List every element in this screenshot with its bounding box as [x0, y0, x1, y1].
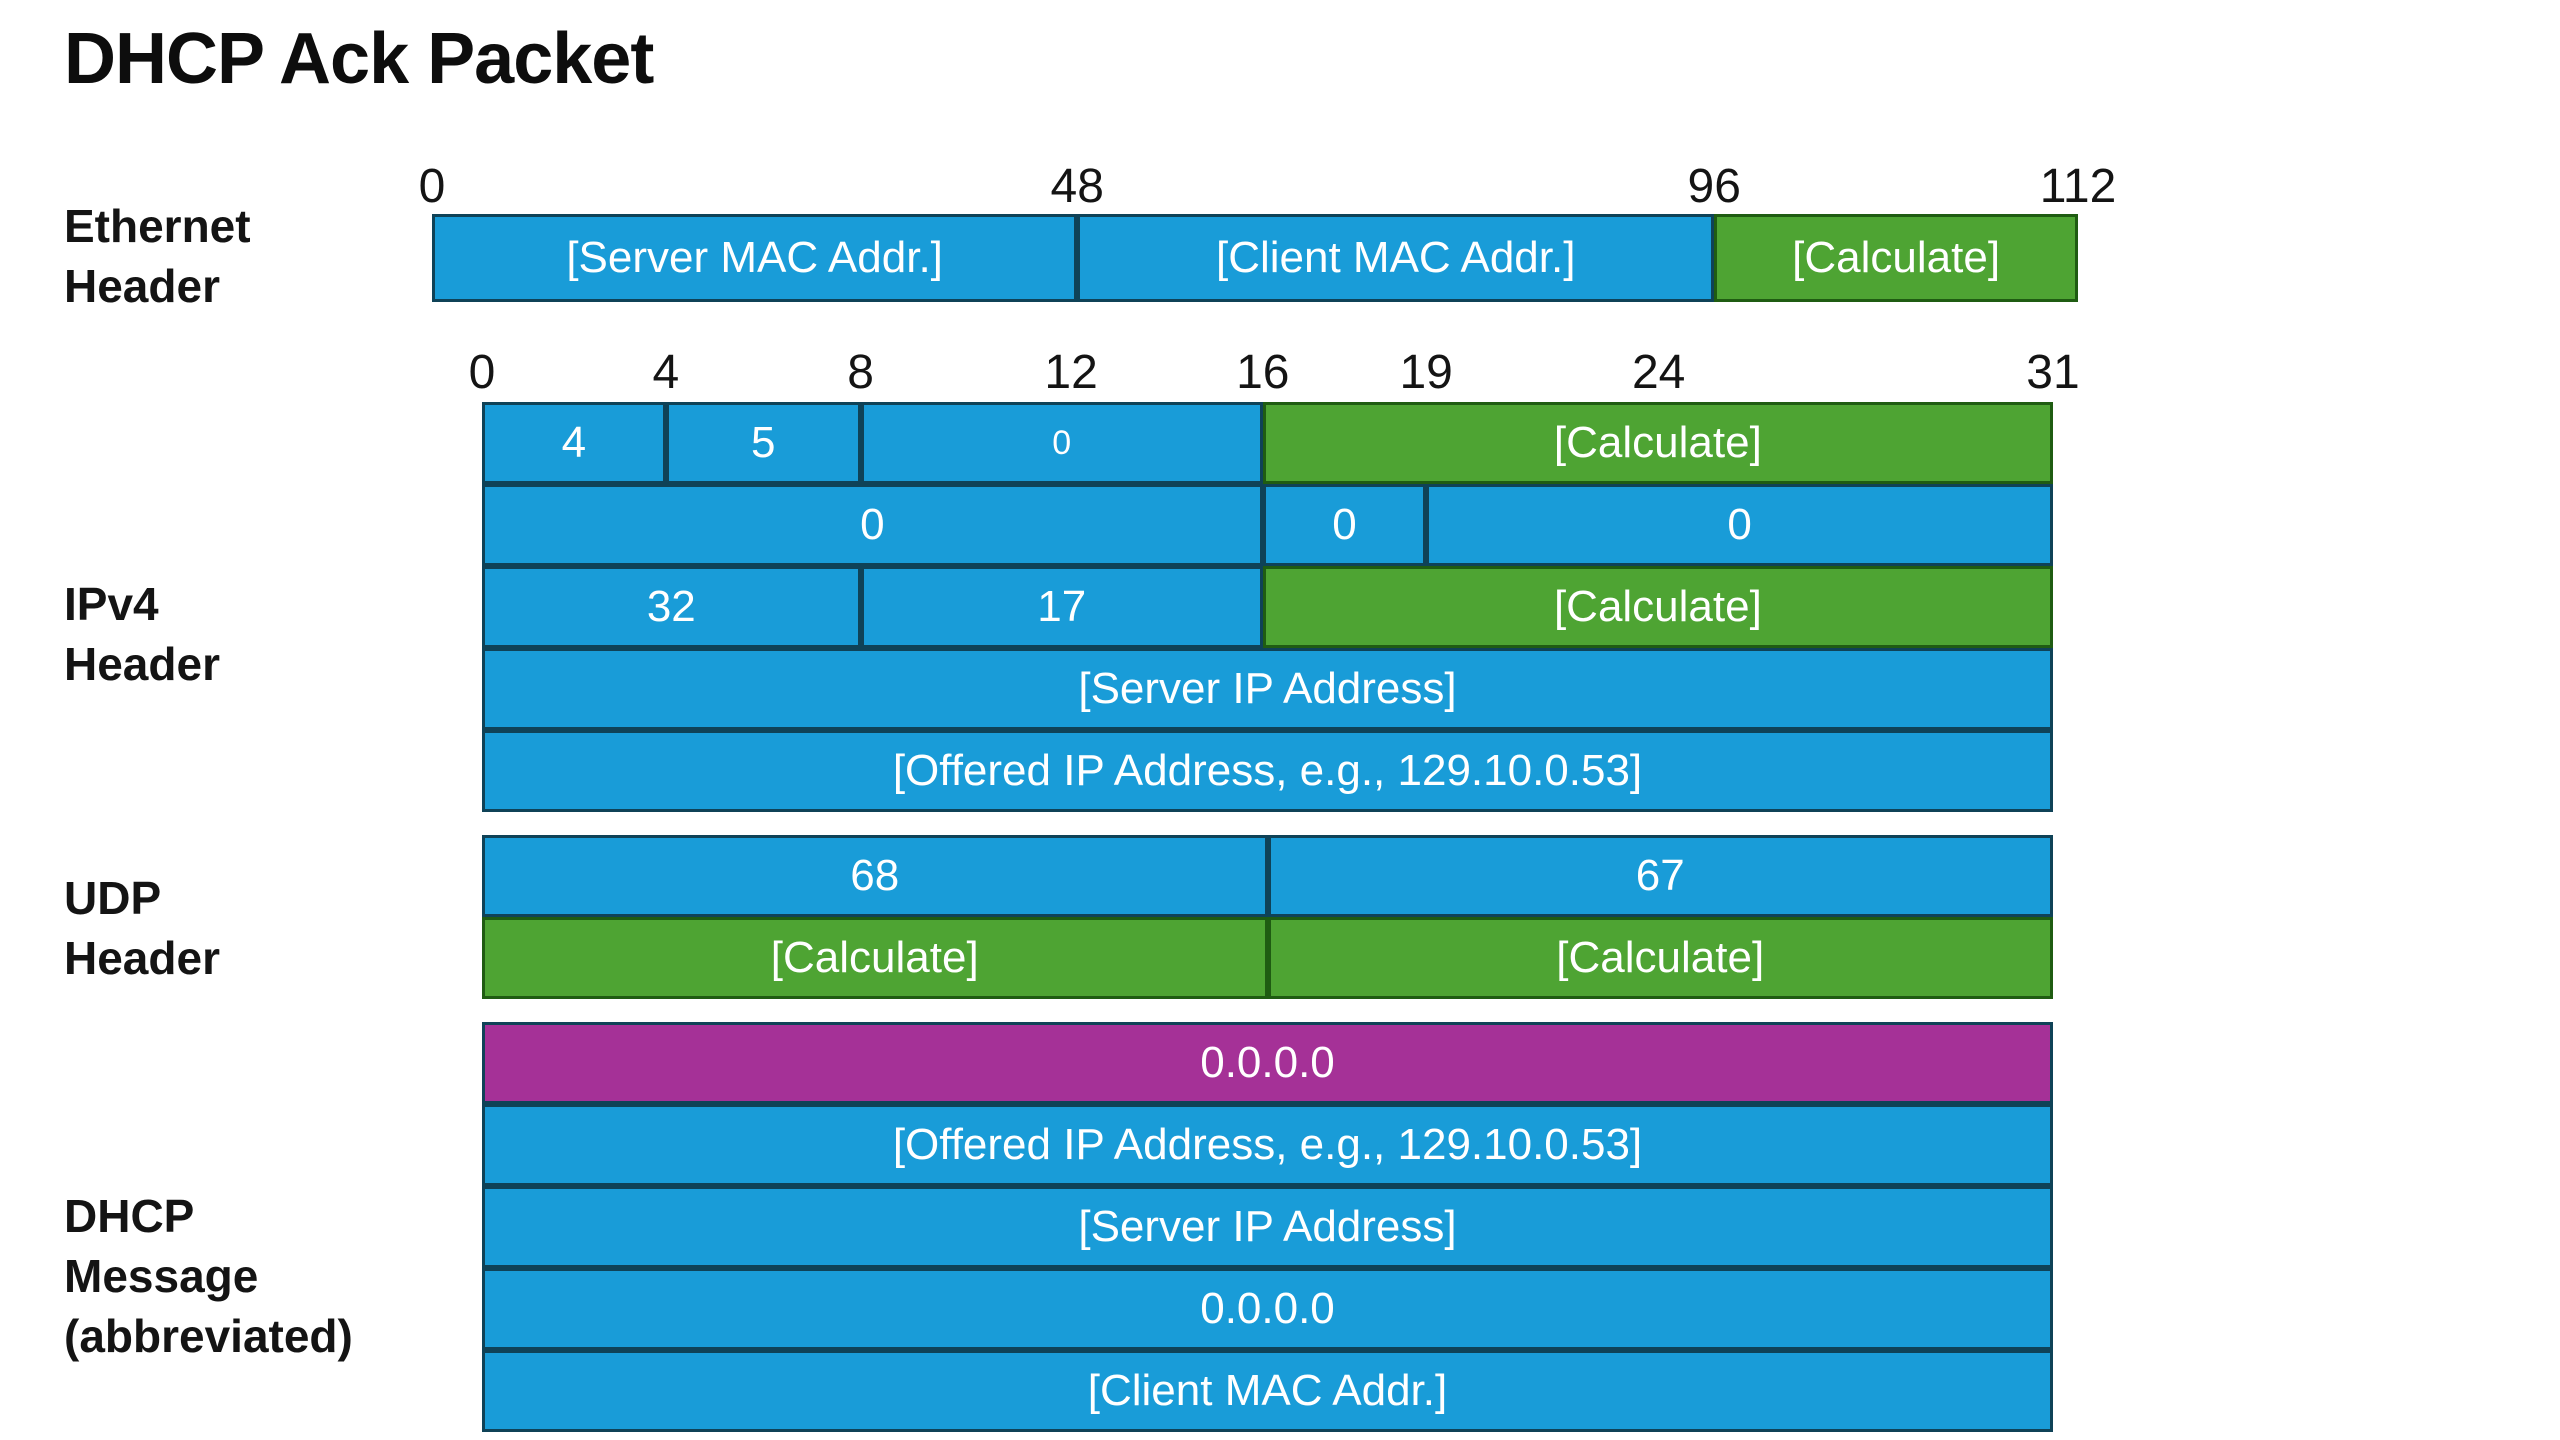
packet-row: 4 5 0 [Calculate]: [482, 402, 2053, 484]
section-label-line: Header: [64, 260, 220, 312]
ipv4-header-rows: 4 5 0 [Calculate] 0 0 0 32 17 [Calculate] [Server …: [482, 402, 2053, 812]
field-cell: 0.0.0.0: [482, 1022, 2053, 1104]
packet-row: [Server MAC Addr.] [Client MAC Addr.] [Cal…: [432, 214, 2078, 302]
field-cell: 4: [482, 402, 666, 484]
packet-row: 0.0.0.0: [482, 1022, 2053, 1104]
bit-tick-label: 0: [468, 346, 496, 399]
field-cell: [Client MAC Addr.]: [1077, 214, 1715, 302]
section-label-line: Header: [64, 932, 220, 984]
field-cell: [Server MAC Addr.]: [432, 214, 1078, 302]
packet-row: 0.0.0.0: [482, 1268, 2053, 1350]
field-cell: [Calculate]: [1714, 214, 2078, 302]
section-label-ipv4-header: IPv4 Header: [64, 574, 220, 694]
bit-tick-label: 48: [1050, 160, 1104, 213]
dhcp-message-rows: 0.0.0.0 [Offered IP Address, e.g., 129.10…: [482, 1022, 2053, 1432]
ethernet-bit-ruler: 0 48 96 112: [419, 158, 2117, 214]
field-cell: 0: [1262, 484, 1427, 566]
section-label-udp-header: UDP Header: [64, 868, 220, 988]
field-cell: 0: [482, 484, 1263, 566]
field-cell: [Calculate]: [1267, 917, 2053, 999]
field-cell: [Calculate]: [1262, 566, 2053, 648]
section-label-ethernet-header: Ethernet Header: [64, 196, 251, 316]
field-cell: [Calculate]: [482, 917, 1268, 999]
packet-row: [Calculate] [Calculate]: [482, 917, 2053, 999]
section-label-line: (abbreviated): [64, 1310, 353, 1362]
field-cell: 67: [1267, 835, 2053, 917]
packet-row: [Server IP Address]: [482, 1186, 2053, 1268]
field-cell: 5: [665, 402, 861, 484]
packet-row: [Client MAC Addr.]: [482, 1350, 2053, 1432]
section-label-line: DHCP: [64, 1190, 195, 1242]
field-cell: 0.0.0.0: [482, 1268, 2053, 1350]
section-label-line: Message: [64, 1250, 259, 1302]
field-cell: 68: [482, 835, 1268, 917]
section-label-dhcp-message: DHCP Message (abbreviated): [64, 1186, 353, 1366]
bit-tick-label: 31: [2026, 346, 2080, 399]
field-cell: [Offered IP Address, e.g., 129.10.0.53]: [482, 730, 2053, 812]
field-cell: 0: [860, 402, 1263, 484]
section-label-line: Ethernet: [64, 200, 251, 252]
field-cell: 17: [860, 566, 1263, 648]
bit-tick-label: 112: [2039, 160, 2117, 213]
field-cell: [Server IP Address]: [482, 648, 2053, 730]
packet-row: [Offered IP Address, e.g., 129.10.0.53]: [482, 1104, 2053, 1186]
bit-tick-label: 24: [1631, 346, 1686, 399]
field-cell: [Client MAC Addr.]: [482, 1350, 2053, 1432]
ipv4-bit-ruler: 0 4 8 12 16 19 24 31: [469, 344, 2080, 400]
bit-tick-label: 12: [1044, 346, 1098, 399]
section-label-line: IPv4: [64, 578, 159, 630]
section-label-line: Header: [64, 638, 220, 690]
field-cell: [Offered IP Address, e.g., 129.10.0.53]: [482, 1104, 2053, 1186]
field-cell: [Calculate]: [1262, 402, 2053, 484]
packet-row: [Server IP Address]: [482, 648, 2053, 730]
field-cell: 32: [482, 566, 861, 648]
field-cell: [Server IP Address]: [482, 1186, 2053, 1268]
bit-tick-label: 4: [652, 346, 680, 399]
bit-tick-label: 0: [418, 160, 446, 213]
section-label-line: UDP: [64, 872, 162, 924]
field-cell: 0: [1426, 484, 2053, 566]
page-title: DHCP Ack Packet: [64, 19, 654, 99]
packet-row: 68 67: [482, 835, 2053, 917]
bit-tick-label: 19: [1399, 346, 1453, 399]
ethernet-header-rows: [Server MAC Addr.] [Client MAC Addr.] [Cal…: [432, 214, 2078, 302]
bit-tick-label: 96: [1687, 160, 1741, 213]
udp-header-rows: 68 67 [Calculate] [Calculate]: [482, 835, 2053, 999]
packet-row: 32 17 [Calculate]: [482, 566, 2053, 648]
bit-tick-label: 8: [847, 346, 874, 399]
bit-tick-label: 16: [1236, 346, 1290, 399]
packet-row: [Offered IP Address, e.g., 129.10.0.53]: [482, 730, 2053, 812]
